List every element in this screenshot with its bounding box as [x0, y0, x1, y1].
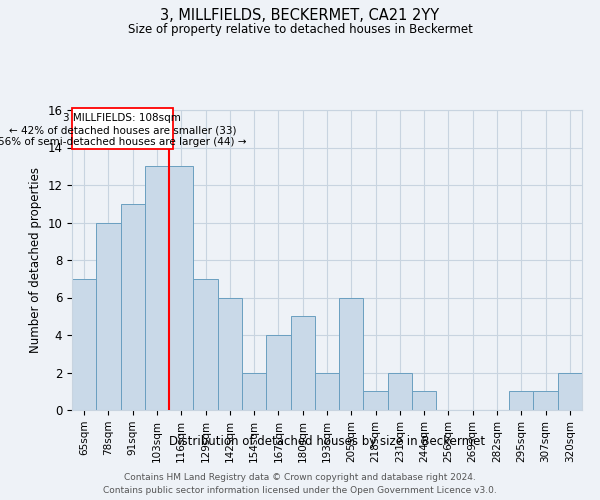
Bar — [339, 298, 364, 410]
Bar — [169, 166, 193, 410]
Bar — [364, 391, 388, 410]
Bar — [558, 372, 582, 410]
Bar — [242, 372, 266, 410]
Bar — [72, 279, 96, 410]
FancyBboxPatch shape — [72, 108, 173, 150]
Bar — [121, 204, 145, 410]
Text: 3 MILLFIELDS: 108sqm: 3 MILLFIELDS: 108sqm — [64, 113, 181, 123]
Text: Contains public sector information licensed under the Open Government Licence v3: Contains public sector information licen… — [103, 486, 497, 495]
Bar — [388, 372, 412, 410]
Bar — [266, 335, 290, 410]
Text: ← 42% of detached houses are smaller (33): ← 42% of detached houses are smaller (33… — [8, 126, 236, 136]
Bar — [412, 391, 436, 410]
Text: Contains HM Land Registry data © Crown copyright and database right 2024.: Contains HM Land Registry data © Crown c… — [124, 472, 476, 482]
Bar — [96, 222, 121, 410]
Bar — [315, 372, 339, 410]
Text: Size of property relative to detached houses in Beckermet: Size of property relative to detached ho… — [128, 22, 472, 36]
Bar — [290, 316, 315, 410]
Bar — [509, 391, 533, 410]
Text: Distribution of detached houses by size in Beckermet: Distribution of detached houses by size … — [169, 435, 485, 448]
Bar — [193, 279, 218, 410]
Text: 3, MILLFIELDS, BECKERMET, CA21 2YY: 3, MILLFIELDS, BECKERMET, CA21 2YY — [160, 8, 440, 22]
Bar — [145, 166, 169, 410]
Y-axis label: Number of detached properties: Number of detached properties — [29, 167, 42, 353]
Text: 56% of semi-detached houses are larger (44) →: 56% of semi-detached houses are larger (… — [0, 137, 247, 147]
Bar — [218, 298, 242, 410]
Bar — [533, 391, 558, 410]
